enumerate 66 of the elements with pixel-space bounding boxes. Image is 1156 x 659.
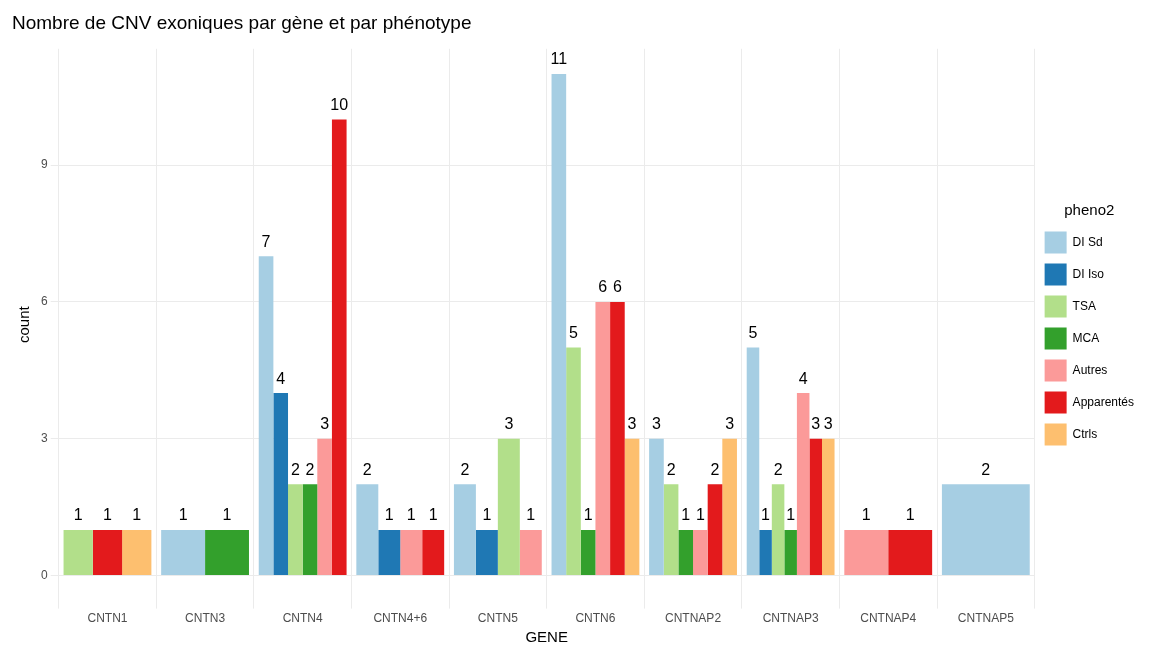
data-label: 1	[861, 506, 871, 524]
x-axis-title: GENE	[525, 628, 568, 646]
y-tick-label: 0	[40, 567, 48, 582]
data-label: 1	[695, 506, 705, 524]
legend-title: pheno2	[1064, 201, 1115, 219]
data-label: 1	[132, 506, 142, 524]
x-tick-label: CNTN4+6	[373, 611, 428, 626]
legend-label: Autres	[1072, 362, 1108, 377]
data-label: 1	[482, 506, 492, 524]
data-label: 1	[786, 506, 796, 524]
x-tick-label: CNTN6	[575, 611, 616, 626]
data-label: 2	[666, 460, 676, 478]
legend-label: DI Sd	[1072, 234, 1103, 249]
data-label: 3	[627, 415, 637, 433]
chart-title: Nombre de CNV exoniques par gène et par phénotype	[12, 11, 472, 33]
data-label: 1	[905, 506, 915, 524]
data-label: 6	[612, 278, 622, 296]
data-label: 1	[526, 506, 536, 524]
data-label: 1	[428, 506, 438, 524]
data-label: 3	[651, 415, 661, 433]
data-label: 2	[710, 460, 720, 478]
data-label: 5	[569, 323, 579, 341]
data-label: 3	[811, 415, 821, 433]
data-label: 6	[598, 278, 608, 296]
legend-label: TSA	[1072, 298, 1096, 313]
data-label: 1	[761, 506, 771, 524]
data-label: 2	[362, 460, 372, 478]
data-label: 4	[276, 369, 286, 387]
y-tick-label: 6	[40, 294, 48, 309]
data-label: 3	[320, 415, 330, 433]
x-tick-label: CNTNAP5	[957, 611, 1015, 626]
x-tick-label: CNTN5	[477, 611, 519, 626]
data-label: 1	[103, 506, 113, 524]
data-label: 3	[823, 415, 833, 433]
data-label: 1	[222, 506, 232, 524]
data-label: 2	[773, 460, 783, 478]
x-tick-label: CNTN3	[185, 611, 226, 626]
data-label: 10	[330, 95, 349, 113]
x-tick-label: CNTN1	[87, 611, 128, 626]
legend-label: DI Iso	[1072, 266, 1105, 281]
x-tick-label: CNTNAP4	[860, 611, 917, 626]
data-label: 4	[798, 369, 808, 387]
data-label: 11	[550, 50, 568, 68]
data-label: 5	[748, 323, 758, 341]
y-tick-label: 3	[40, 431, 48, 446]
legend-label: Ctrls	[1072, 426, 1098, 441]
data-label: 2	[460, 460, 470, 478]
x-tick-label: CNTN4	[282, 611, 323, 626]
data-label: 1	[406, 506, 416, 524]
data-label: 2	[290, 460, 300, 478]
data-label: 1	[384, 506, 394, 524]
x-tick-label: CNTNAP2	[665, 611, 722, 626]
y-axis-title: count	[15, 305, 33, 344]
data-label: 2	[305, 460, 315, 478]
data-label: 1	[73, 506, 83, 524]
data-label: 1	[681, 506, 691, 524]
x-tick-label: CNTNAP3	[762, 611, 819, 626]
legend-label: MCA	[1072, 330, 1100, 345]
data-label: 3	[725, 415, 735, 433]
data-label: 7	[261, 232, 271, 250]
data-label: 2	[981, 460, 991, 478]
y-tick-label: 9	[40, 157, 48, 172]
legend-label: Apparentés	[1072, 394, 1135, 409]
data-label: 3	[504, 415, 514, 433]
data-label: 1	[583, 506, 593, 524]
data-label: 1	[178, 506, 188, 524]
